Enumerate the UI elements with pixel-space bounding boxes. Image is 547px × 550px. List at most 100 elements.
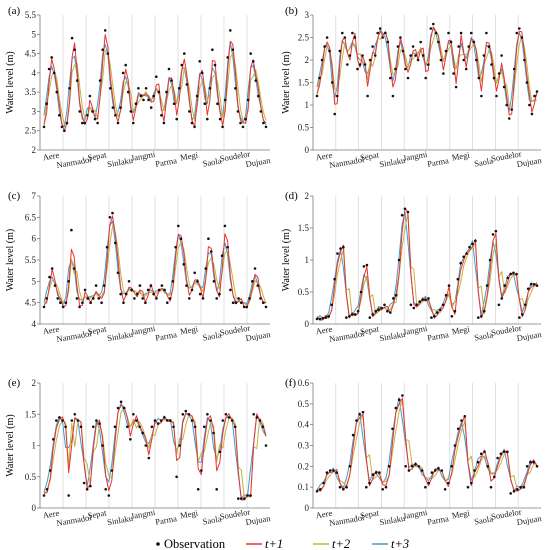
observation-point bbox=[256, 284, 260, 287]
y-tick-label: 6 bbox=[32, 234, 37, 244]
observation-point bbox=[251, 60, 255, 63]
observation-point bbox=[456, 277, 460, 281]
observation-point bbox=[209, 250, 213, 253]
panel-label: (f) bbox=[285, 377, 296, 389]
observation-point bbox=[467, 45, 471, 48]
observation-point bbox=[64, 425, 67, 429]
y-tick-label: 0 bbox=[305, 503, 310, 513]
observation-point bbox=[221, 419, 225, 422]
observation-point bbox=[203, 425, 206, 429]
observation-point bbox=[315, 317, 319, 321]
observation-point bbox=[109, 87, 112, 90]
observation-point bbox=[208, 87, 212, 90]
observation-point bbox=[198, 292, 202, 296]
observation-point bbox=[59, 301, 62, 305]
observation-point bbox=[179, 237, 183, 240]
observation-point bbox=[237, 497, 240, 500]
observation-point bbox=[150, 425, 154, 429]
category-label: Sepat bbox=[359, 507, 380, 520]
observation-point bbox=[348, 54, 352, 57]
observation-point bbox=[97, 297, 101, 300]
observation-point bbox=[206, 413, 209, 416]
observation-point bbox=[380, 306, 383, 310]
observation-point bbox=[389, 76, 392, 80]
observation-point bbox=[94, 284, 98, 287]
observation-point bbox=[506, 276, 510, 280]
observation-point bbox=[503, 284, 507, 287]
observation-point bbox=[215, 297, 218, 300]
observation-point bbox=[322, 481, 325, 485]
observation-point bbox=[181, 413, 185, 416]
y-tick-label: 6.5 bbox=[25, 212, 37, 222]
observation-point bbox=[457, 45, 460, 48]
observation-point bbox=[438, 308, 442, 312]
y-tick-label: 0.6 bbox=[298, 378, 310, 388]
observation-point bbox=[88, 94, 92, 98]
panel-label: (c) bbox=[8, 190, 21, 202]
observation-point bbox=[430, 316, 433, 319]
observation-point bbox=[345, 485, 348, 489]
observation-point bbox=[415, 303, 419, 307]
observation-point bbox=[417, 465, 421, 468]
observation-point bbox=[414, 463, 417, 466]
observation-point bbox=[58, 114, 61, 117]
observation-point bbox=[185, 284, 188, 287]
observation-point bbox=[356, 67, 359, 71]
observation-point bbox=[89, 301, 92, 305]
observation-point bbox=[436, 311, 439, 314]
observation-point bbox=[515, 272, 518, 276]
legend-t1: t+1 bbox=[265, 537, 283, 550]
observation-point bbox=[502, 85, 506, 89]
observation-point bbox=[433, 469, 437, 472]
observation-point bbox=[92, 425, 95, 429]
observation-point bbox=[343, 36, 347, 39]
observation-point bbox=[335, 471, 339, 474]
observation-point bbox=[78, 305, 81, 309]
observation-point bbox=[386, 309, 389, 313]
observation-point bbox=[406, 210, 410, 214]
observation-point bbox=[126, 90, 130, 94]
observation-point bbox=[246, 494, 249, 497]
observation-point bbox=[459, 31, 463, 35]
observation-point bbox=[518, 27, 521, 30]
observation-point bbox=[424, 485, 427, 489]
observation-point bbox=[409, 54, 412, 57]
observation-point bbox=[384, 485, 388, 489]
observation-point bbox=[342, 245, 345, 249]
observation-point bbox=[477, 316, 480, 319]
observation-point bbox=[100, 301, 103, 305]
observation-point bbox=[155, 297, 158, 300]
observation-point bbox=[473, 469, 476, 472]
observation-point bbox=[175, 117, 178, 121]
observation-point bbox=[356, 309, 360, 313]
category-label: Megi bbox=[179, 507, 199, 520]
y-axis-label: Water level (m) bbox=[5, 414, 16, 477]
observation-point bbox=[437, 467, 440, 470]
observation-point bbox=[204, 267, 207, 270]
observation-point bbox=[98, 79, 102, 82]
forecast-line-t1 bbox=[316, 397, 538, 492]
observation-point bbox=[466, 485, 470, 489]
observation-point bbox=[456, 427, 460, 431]
observation-point bbox=[252, 413, 255, 416]
category-label: Aere bbox=[42, 508, 60, 521]
observation-point bbox=[110, 469, 114, 472]
forecast-line-t1 bbox=[43, 215, 267, 309]
observation-point bbox=[111, 106, 115, 109]
category-label: Jangmi bbox=[130, 507, 157, 521]
observation-point bbox=[240, 497, 243, 500]
observation-point bbox=[492, 76, 496, 80]
category-label: Jangmi bbox=[402, 323, 429, 337]
observation-point bbox=[401, 49, 405, 53]
observation-point bbox=[318, 317, 322, 321]
observation-point bbox=[472, 40, 476, 44]
observation-point bbox=[64, 301, 68, 305]
observation-point bbox=[95, 419, 98, 422]
observation-point bbox=[444, 49, 448, 53]
observation-point bbox=[404, 67, 407, 71]
observation-point bbox=[124, 63, 127, 67]
observation-point bbox=[188, 110, 191, 113]
observation-point bbox=[318, 76, 321, 80]
observation-point bbox=[254, 79, 258, 82]
